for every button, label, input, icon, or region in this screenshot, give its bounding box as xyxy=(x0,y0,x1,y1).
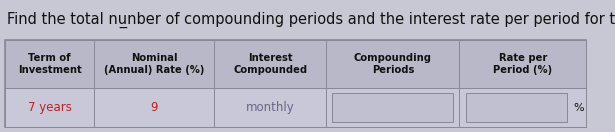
Bar xyxy=(327,40,459,88)
Bar xyxy=(5,88,95,127)
Bar xyxy=(459,88,587,127)
Text: 9: 9 xyxy=(151,101,158,114)
Bar xyxy=(327,88,459,127)
Text: monthly: monthly xyxy=(246,101,295,114)
Bar xyxy=(214,40,327,88)
Bar xyxy=(333,93,453,122)
Text: Term of
Investment: Term of Investment xyxy=(18,53,82,75)
Text: Rate per
Period (%): Rate per Period (%) xyxy=(493,53,552,75)
Text: Compounding
Periods: Compounding Periods xyxy=(354,53,432,75)
Bar xyxy=(95,40,214,88)
Bar xyxy=(95,88,214,127)
Bar xyxy=(466,93,567,122)
Text: %: % xyxy=(573,103,584,113)
Text: Nominal
(Annual) Rate (%): Nominal (Annual) Rate (%) xyxy=(104,53,205,75)
Bar xyxy=(5,40,95,88)
Bar xyxy=(214,88,327,127)
Text: Find the total nu̲nber of compounding periods and the interest rate per period f: Find the total nu̲nber of compounding pe… xyxy=(7,12,615,28)
Text: Interest
Compounded: Interest Compounded xyxy=(233,53,308,75)
Text: 7 years: 7 years xyxy=(28,101,71,114)
Bar xyxy=(459,40,587,88)
